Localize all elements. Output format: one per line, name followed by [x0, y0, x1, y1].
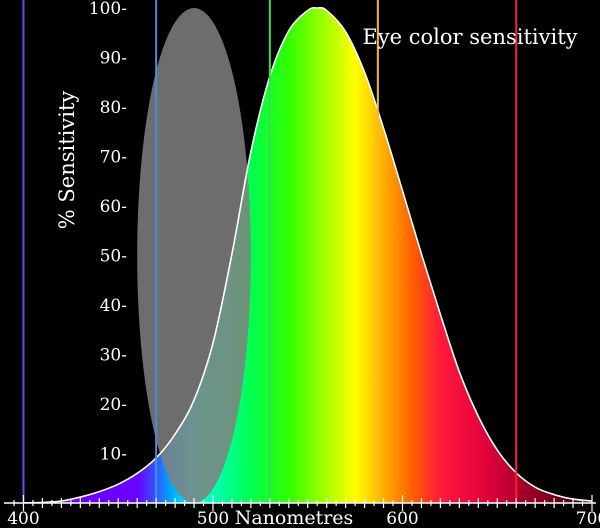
chart-title: Eye color sensitivity: [362, 25, 577, 49]
x-tick-label: 700: [576, 509, 600, 528]
y-axis-ticks: 10- 20- 30- 40- 50- 60- 70- 80- 90- 100-: [89, 0, 127, 465]
y-tick-label: 60-: [100, 197, 127, 217]
reference-lines: [22, 0, 518, 503]
scotopic-curve: [137, 8, 251, 503]
y-tick-label: 100-: [89, 0, 127, 19]
x-tick-label: 600: [386, 509, 418, 528]
x-tick-label: 400: [7, 509, 39, 528]
x-tick-label: 500: [197, 509, 229, 528]
x-axis-label: Nanometres: [235, 507, 354, 528]
y-tick-label: 90-: [100, 49, 127, 69]
y-tick-label: 10-: [100, 445, 127, 465]
y-tick-label: 30-: [100, 346, 127, 366]
y-tick-label: 20-: [100, 395, 127, 415]
x-axis: 400 500 600 700: [4, 495, 600, 528]
y-tick-label: 70-: [100, 148, 127, 168]
y-tick-label: 40-: [100, 296, 127, 316]
y-tick-label: 80-: [100, 98, 127, 118]
y-axis-label: % Sensitivity: [55, 91, 79, 230]
y-tick-label: 50-: [100, 247, 127, 267]
photopic-curve: [23, 6, 593, 504]
